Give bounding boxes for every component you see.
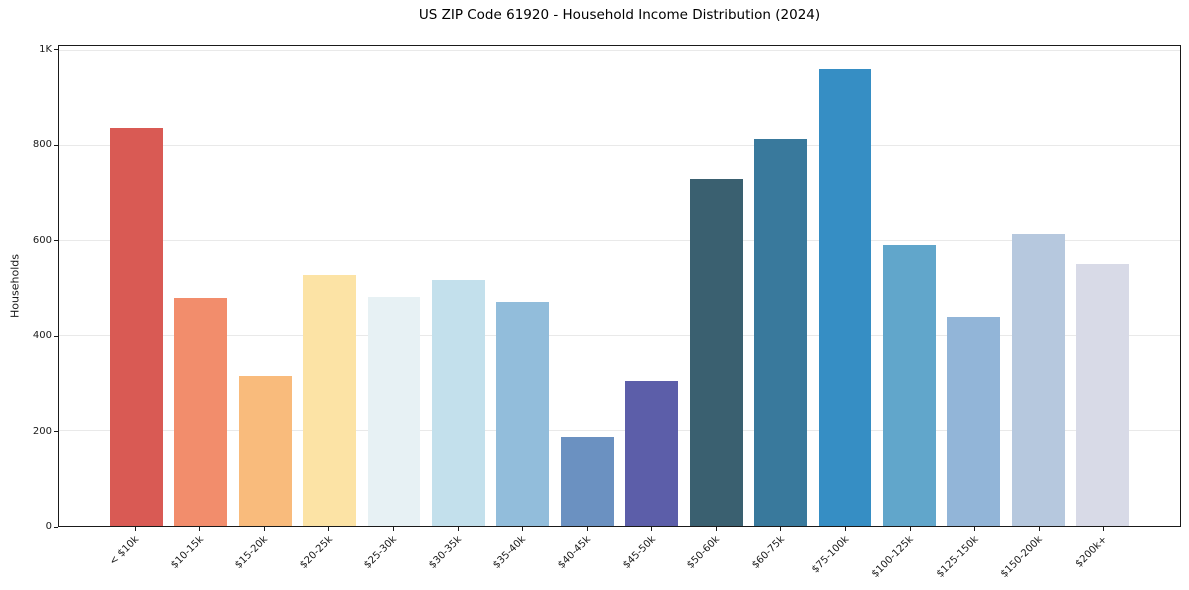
x-tick-label: $75-100k [809,534,852,576]
x-tick-mark [522,527,524,531]
x-tick-mark [844,527,846,531]
x-tick-label: $60-75k [749,534,787,571]
x-tick-label: $125-150k [934,534,981,580]
x-tick-mark [263,527,265,531]
y-tick-mark [54,240,58,242]
gridline [59,144,1180,146]
y-tick-label: 200 [32,425,52,437]
x-tick-label: $150-200k [999,534,1045,580]
y-tick-mark [54,49,58,51]
x-tick-mark [457,527,459,531]
bar-slot [233,46,297,526]
bar-slot [168,46,232,526]
bar-slot [555,46,619,526]
bar-$50-60k [689,178,743,526]
x-tick-mark [134,527,136,531]
bar-$60-75k [754,138,807,526]
bar-$25-30k [367,296,421,526]
plot-area [58,45,1181,527]
x-tick-label: $10-15k [168,534,206,571]
x-tick-mark [1038,527,1040,531]
bar-$125-150k [947,317,1001,526]
x-tick-mark [780,527,782,531]
x-tick-label: $35-40k [491,534,529,571]
bar-slot [1006,46,1070,526]
bar-slot [813,46,877,526]
bar-$20-25k [303,275,356,526]
x-tick-mark [909,527,911,531]
bar-slot [362,46,426,526]
bar-slot [426,46,490,526]
y-tick-label: 600 [32,234,52,246]
bar-$75-100k [818,68,872,526]
x-tick-label: $50-60k [685,534,723,571]
bar-$100-125k [883,244,936,526]
x-tick-label: $30-35k [426,534,464,571]
x-tick-mark [328,527,330,531]
y-tick-label: 800 [32,139,52,151]
x-tick-mark [651,527,653,531]
bar-slot [748,46,812,526]
bar-$40-45k [560,436,614,526]
x-tick-mark [393,527,395,531]
x-tick-label: $25-30k [362,534,400,571]
bar-slot [684,46,748,526]
bar-$200k+ [1076,263,1130,526]
gridline [59,49,1180,51]
x-tick-mark [715,527,717,531]
bar-$45-50k [625,380,679,526]
gridline [59,429,1180,431]
y-tick-mark [54,335,58,337]
x-tick-label: $200k+ [1073,534,1110,570]
bar-slot [104,46,168,526]
x-tick-mark [199,527,201,531]
y-tick-mark [54,431,58,433]
bar-$30-35k [431,279,485,526]
bar-$150-200k [1011,233,1065,526]
x-tick-label: $20-25k [297,534,335,571]
x-tick-mark [586,527,588,531]
chart-title: US ZIP Code 61920 - Household Income Dis… [418,7,821,23]
x-tick-label: $100-125k [869,534,916,580]
y-axis-label: Households [8,254,22,318]
bar-$35-40k [496,301,550,526]
x-tick-label: $40-45k [556,534,593,571]
y-tick-mark [54,144,58,146]
bar-slot [1071,46,1135,526]
bar-$10-15k [174,297,228,526]
x-tick-label: < $10k [107,534,142,568]
x-tick-mark [1103,527,1105,531]
bar-slot [942,46,1006,526]
y-tick-label: 400 [32,330,52,342]
bar-slot [297,46,361,526]
x-tick-mark [974,527,976,531]
bar-slot [877,46,941,526]
gridline [59,334,1180,336]
y-tick-label: 0 [45,521,52,532]
x-tick-label: $45-50k [620,534,658,571]
bar-slot [620,46,684,526]
bar-< $10k [109,127,163,526]
y-tick-label: 1K [39,43,52,55]
x-tick-label: $15-20k [233,534,271,571]
bars-container [59,46,1180,526]
bar-$15-20k [238,376,292,526]
bar-slot [491,46,555,526]
y-tick-mark [54,526,58,528]
gridline [59,239,1180,241]
